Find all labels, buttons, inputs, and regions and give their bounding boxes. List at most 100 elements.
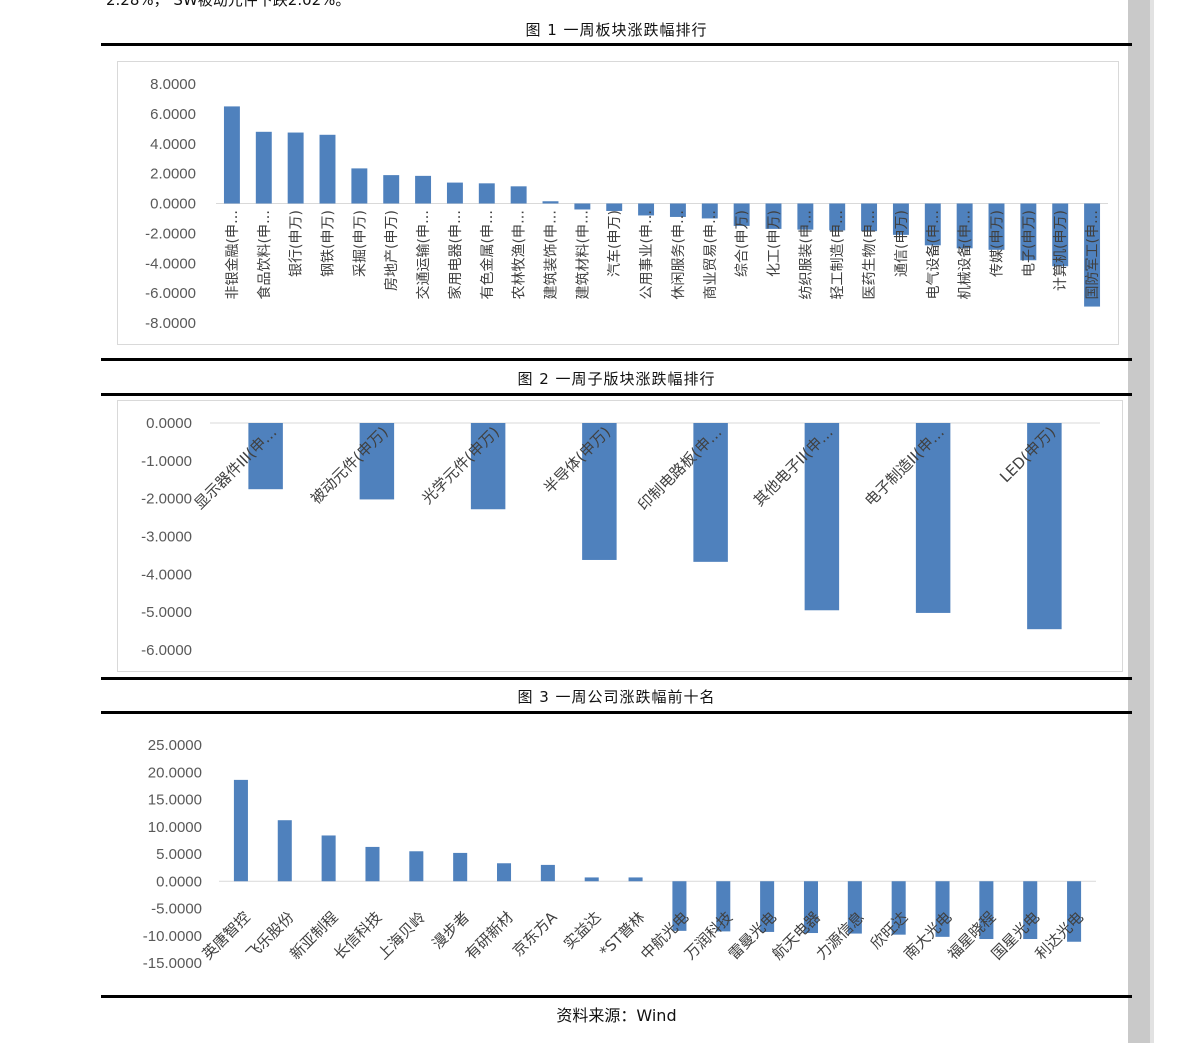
figure-2-caption: 图 2 一周子版块涨跌幅排行	[517, 370, 716, 388]
category-label: 通信(申万)	[894, 210, 910, 277]
category-label: 交通运输(申…	[415, 210, 432, 299]
bar	[1067, 881, 1082, 942]
category-label: 雷曼光电	[725, 908, 780, 963]
category-label: 电气设备(申…	[925, 210, 942, 299]
bar	[446, 182, 463, 204]
category-label: 农林牧渔(申…	[512, 210, 528, 299]
bar	[409, 851, 424, 882]
category-label: 综合(申万)	[735, 210, 751, 277]
category-label: 银行(申万)	[289, 210, 305, 277]
y-tick-label: 0.0000	[150, 196, 196, 213]
bar	[351, 168, 368, 204]
y-tick-label: -5.0000	[141, 604, 192, 621]
bar	[319, 134, 336, 204]
bar	[540, 864, 555, 882]
bar	[1052, 203, 1069, 267]
bar	[701, 203, 718, 219]
y-tick-label: -3.0000	[141, 529, 192, 546]
bar	[847, 881, 862, 934]
y-tick-label: 6.0000	[150, 106, 196, 123]
category-label: 建筑材料(申…	[575, 210, 591, 299]
category-label: 医药生物(申…	[862, 210, 878, 299]
figure-1-top-rule	[101, 43, 1132, 46]
bar	[669, 203, 686, 217]
bar	[797, 203, 814, 230]
bar	[638, 203, 655, 216]
bar	[672, 881, 687, 931]
y-tick-label: -2.0000	[141, 491, 192, 508]
bar	[935, 881, 950, 937]
bar	[606, 203, 623, 211]
y-tick-label: 20.0000	[148, 764, 202, 781]
category-label: 纺织服装(申…	[798, 210, 814, 299]
y-tick-label: 15.0000	[148, 792, 202, 809]
bar	[979, 881, 994, 940]
bar	[277, 820, 292, 882]
scrollbar-track[interactable]	[1128, 0, 1150, 1043]
figure-1-bottom-rule	[101, 358, 1132, 361]
y-tick-label: 2.0000	[150, 166, 196, 183]
y-tick-label: 8.0000	[150, 76, 196, 93]
category-label: 化工(申万)	[767, 210, 783, 277]
category-label: 机械设备(申…	[957, 210, 974, 299]
category-label: 轻工制造(申…	[830, 210, 846, 299]
category-label: 上海贝岭	[374, 908, 429, 963]
chart-2-subsector-weekly-change: 0.0000 -1.0000 -2.0000 -3.0000 -4.0000 -5.000…	[141, 415, 1100, 659]
figure-2-top-rule	[101, 393, 1132, 396]
category-label: 有色金属(申…	[479, 210, 496, 299]
category-label: 航天电器	[769, 908, 824, 963]
category-label: 汽车(申万)	[606, 210, 623, 277]
bar	[716, 881, 731, 932]
bar	[470, 423, 506, 510]
bar	[223, 106, 240, 204]
bar	[956, 203, 973, 249]
bar	[628, 877, 643, 882]
y-tick-label: -15.0000	[143, 955, 202, 972]
bar	[1084, 203, 1101, 307]
y-tick-label: 0.0000	[146, 415, 192, 432]
bar	[415, 175, 432, 204]
y-tick-label: -6.0000	[141, 642, 192, 659]
bar	[321, 835, 336, 882]
bar	[765, 203, 782, 229]
category-label: 食品饮料(申…	[256, 210, 273, 299]
bar	[574, 203, 591, 210]
bar	[248, 423, 283, 490]
y-tick-label: 10.0000	[148, 819, 202, 836]
category-label: 京东方A	[509, 908, 561, 960]
y-tick-label: -8.0000	[145, 315, 196, 332]
category-label: 采掘(申万)	[352, 210, 368, 277]
y-tick-label: -1.0000	[141, 453, 192, 470]
bar	[255, 131, 272, 204]
bar	[365, 846, 380, 882]
category-label: 力源信息	[812, 908, 867, 963]
source-note: 资料来源：Wind	[556, 1006, 677, 1025]
category-label: 钢铁(申万)	[321, 210, 337, 277]
category-label: 新亚制程	[286, 908, 341, 963]
bar	[233, 779, 248, 882]
y-tick-label: 5.0000	[156, 846, 202, 863]
figure-1-caption: 图 1 一周板块涨跌幅排行	[525, 21, 708, 39]
bar	[542, 201, 559, 204]
figure-3-caption: 图 3 一周公司涨跌幅前十名	[517, 688, 716, 706]
bar	[891, 881, 906, 935]
bar	[453, 852, 468, 882]
bar	[861, 203, 878, 232]
chart-2-frame: 0.0000 -1.0000 -2.0000 -3.0000 -4.0000 -5.000…	[117, 400, 1123, 672]
category-label: 建筑装饰(申…	[544, 210, 560, 299]
scrollbar-edge	[1150, 0, 1154, 1043]
figure-3-bottom-rule	[101, 995, 1132, 998]
y-tick-label: 4.0000	[150, 136, 196, 153]
category-label: 电子(申万)	[1021, 210, 1037, 277]
category-label: 家用电器(申…	[447, 210, 464, 299]
y-tick-label: -10.0000	[143, 928, 202, 945]
category-label: 国防军工(申…	[1085, 210, 1101, 299]
figure-2-bottom-rule	[101, 677, 1132, 680]
y-tick-label: -4.0000	[141, 566, 192, 583]
bar	[733, 203, 750, 226]
bar	[803, 881, 818, 934]
bar	[693, 423, 728, 562]
category-label: 传媒(申万)	[990, 210, 1006, 277]
category-label: 长信科技	[330, 908, 385, 963]
y-tick-label: 0.0000	[156, 873, 202, 890]
